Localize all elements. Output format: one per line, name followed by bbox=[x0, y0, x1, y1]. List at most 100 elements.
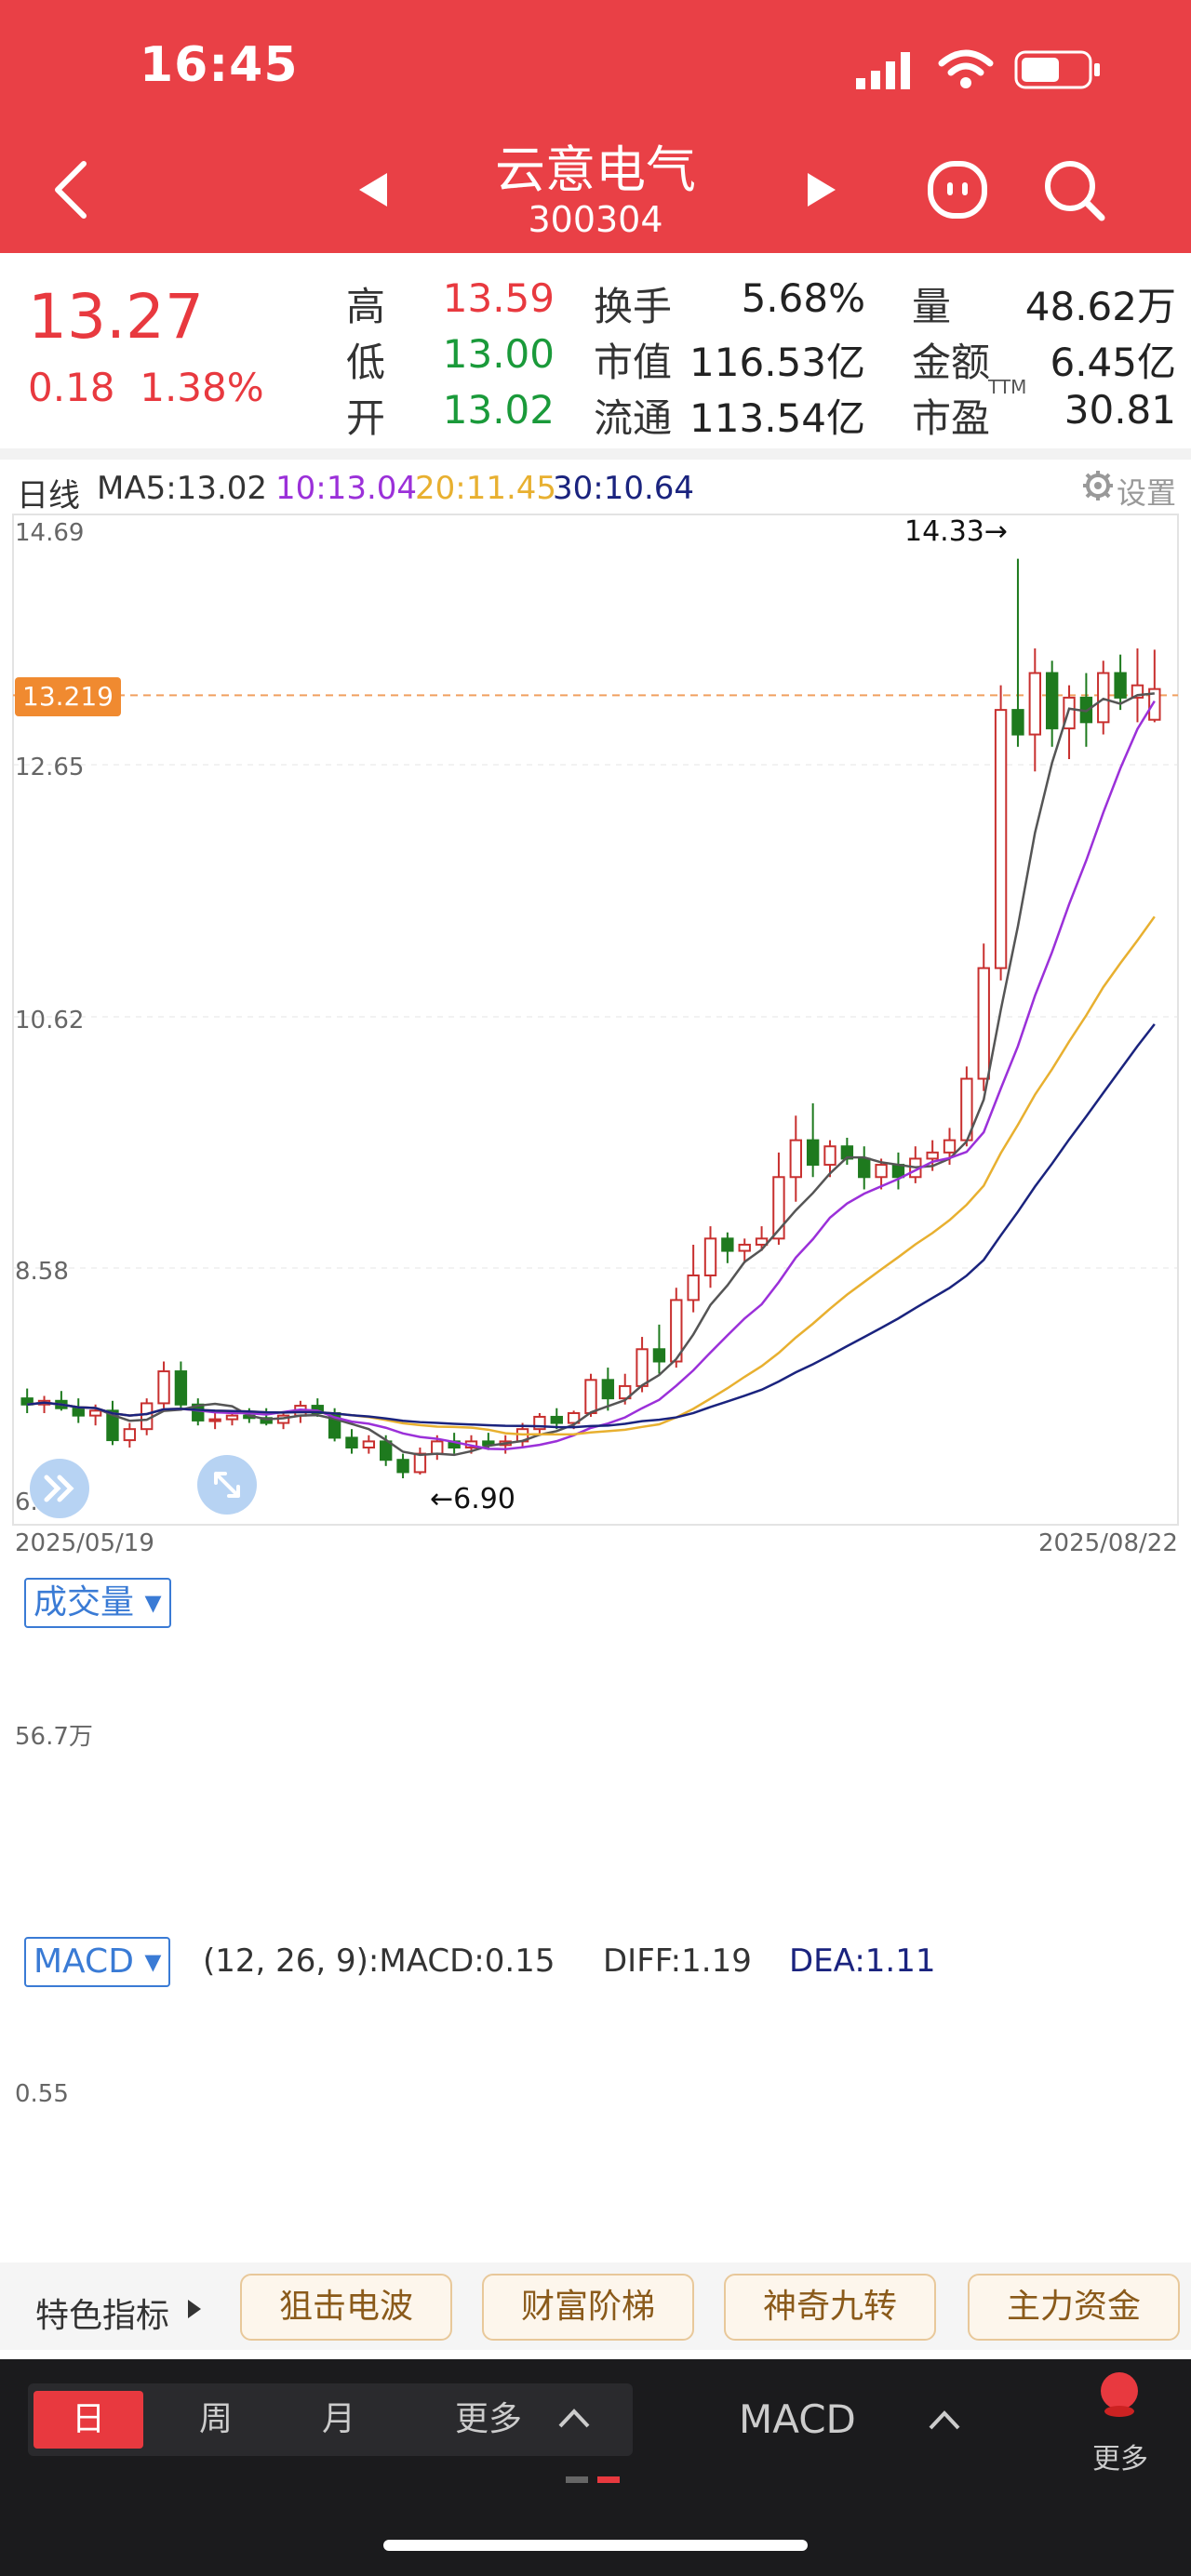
candle-body bbox=[652, 1348, 666, 1363]
more-label[interactable]: 更多 bbox=[1092, 2443, 1148, 2476]
candle-body bbox=[1114, 672, 1127, 699]
home-indicator bbox=[383, 2540, 808, 2551]
candle-body bbox=[533, 1415, 546, 1431]
stat-label: 换手 bbox=[594, 284, 673, 329]
candle-body bbox=[703, 1237, 717, 1276]
candle-body bbox=[396, 1459, 409, 1474]
y-tick-label: 14.69 bbox=[15, 519, 85, 547]
next-stock-icon[interactable] bbox=[806, 173, 836, 207]
candle-body bbox=[1028, 672, 1042, 736]
candle-body bbox=[225, 1414, 239, 1421]
chevron-up-icon-2[interactable] bbox=[929, 2409, 960, 2430]
prev-stock-icon[interactable] bbox=[359, 173, 389, 207]
divider bbox=[0, 448, 1191, 460]
candle-body bbox=[1045, 672, 1059, 729]
wifi-icon bbox=[938, 49, 994, 88]
candle-body bbox=[208, 1418, 221, 1422]
high-marker: 14.33→ bbox=[904, 515, 1009, 548]
stat-value: 30.81 bbox=[1064, 387, 1176, 433]
candle-body bbox=[1148, 687, 1161, 721]
gear-icon[interactable] bbox=[1081, 469, 1115, 502]
ma30-legend: 30:10.64 bbox=[553, 470, 695, 507]
candle-body bbox=[875, 1164, 888, 1179]
macd-dea: DEA:1.11 bbox=[789, 1942, 936, 1980]
candle-body bbox=[738, 1243, 751, 1252]
candle-body bbox=[157, 1370, 170, 1405]
stock-code: 300304 bbox=[528, 199, 663, 240]
fullscreen-icon[interactable] bbox=[195, 1453, 259, 1516]
expand-sidebar-icon[interactable] bbox=[28, 1457, 91, 1520]
more-orb-icon[interactable] bbox=[1098, 2369, 1141, 2421]
quote-panel: 13.27 0.18 1.38% 高 13.59 换手 5.68% 量 48.62万低 13… bbox=[0, 253, 1191, 448]
period-tab[interactable]: 月 bbox=[321, 2400, 355, 2438]
candle-body bbox=[72, 1407, 85, 1417]
caret-right-icon bbox=[188, 2300, 201, 2318]
page-dot-2 bbox=[597, 2476, 620, 2483]
candle-body bbox=[88, 1409, 102, 1417]
tool-button[interactable]: 主力资金 bbox=[968, 2274, 1180, 2341]
candle-body bbox=[140, 1402, 154, 1431]
page-dot-1 bbox=[566, 2476, 588, 2483]
candle-body bbox=[567, 1411, 581, 1424]
candle-body bbox=[789, 1139, 802, 1179]
chevron-up-icon[interactable] bbox=[558, 2408, 590, 2428]
ma20-legend: 20:11.45 bbox=[415, 470, 557, 507]
candle-body bbox=[380, 1440, 393, 1462]
period-tab[interactable]: 周 bbox=[198, 2400, 233, 2438]
search-icon[interactable] bbox=[1042, 158, 1105, 221]
candle-body bbox=[1097, 672, 1110, 724]
tool-button[interactable]: 狙击电波 bbox=[240, 2274, 452, 2341]
macd-diff: DIFF:1.19 bbox=[603, 1942, 752, 1980]
candle-body bbox=[687, 1274, 700, 1301]
settings-label[interactable]: 设置 bbox=[1117, 475, 1177, 511]
candle-body bbox=[174, 1370, 188, 1406]
candle-body bbox=[636, 1348, 649, 1387]
stat-value: 6.45亿 bbox=[1050, 340, 1176, 385]
ma5-line bbox=[27, 692, 1155, 1457]
candle-body bbox=[772, 1176, 785, 1240]
back-icon[interactable] bbox=[52, 160, 89, 220]
candle-body bbox=[362, 1440, 376, 1448]
candle-body bbox=[584, 1379, 597, 1414]
candle-body bbox=[106, 1409, 119, 1442]
pe-ttm-label: TTM bbox=[988, 376, 1027, 398]
candle-body bbox=[721, 1237, 734, 1252]
ma10-legend: 10:13.04 bbox=[275, 470, 418, 507]
candle-body bbox=[345, 1436, 358, 1448]
status-time: 16:45 bbox=[140, 37, 299, 93]
tools-label[interactable]: 特色指标 bbox=[35, 2297, 170, 2335]
candle-body bbox=[20, 1397, 33, 1406]
price-change: 0.18 1.38% bbox=[28, 365, 264, 410]
period-tab[interactable]: 日 bbox=[33, 2391, 143, 2449]
candle-body bbox=[260, 1417, 273, 1424]
candle-body bbox=[431, 1440, 444, 1455]
crosshair-price: 13.219 bbox=[15, 677, 121, 716]
chat-robot-icon[interactable] bbox=[927, 160, 988, 220]
candle-body bbox=[1063, 696, 1076, 729]
stat-label: 流通 bbox=[594, 395, 673, 441]
candle-body bbox=[977, 967, 990, 1080]
kline-chart[interactable] bbox=[0, 502, 1191, 1554]
macd-selector[interactable]: MACD ▾ bbox=[24, 1937, 171, 1987]
volume-y-tick: 56.7万 bbox=[15, 1723, 93, 1751]
stat-value: 13.02 bbox=[442, 387, 555, 433]
candle-body bbox=[891, 1164, 905, 1179]
stat-value: 13.59 bbox=[442, 275, 555, 321]
candle-body bbox=[601, 1379, 615, 1400]
period-tab[interactable]: 更多 bbox=[454, 2400, 522, 2438]
candle-body bbox=[1131, 684, 1144, 699]
indicator-switch[interactable]: MACD bbox=[739, 2396, 856, 2442]
tool-button[interactable]: 神奇九转 bbox=[724, 2274, 936, 2341]
period-label: 日线 bbox=[17, 477, 80, 514]
stat-value: 48.62万 bbox=[1024, 284, 1176, 329]
candle-body bbox=[926, 1151, 939, 1160]
macd-y-tick: 0.55 bbox=[15, 2080, 69, 2108]
candle-body bbox=[994, 709, 1008, 969]
ma5-legend: MA5:13.02 bbox=[97, 470, 268, 507]
candle-body bbox=[619, 1384, 632, 1400]
tool-button[interactable]: 财富阶梯 bbox=[482, 2274, 694, 2341]
ma10-line bbox=[27, 700, 1156, 1450]
app-header: 16:45 云意电气 300304 bbox=[0, 0, 1191, 253]
stat-label: 市盈 bbox=[912, 395, 991, 441]
volume-selector[interactable]: 成交量 ▾ bbox=[24, 1578, 171, 1628]
